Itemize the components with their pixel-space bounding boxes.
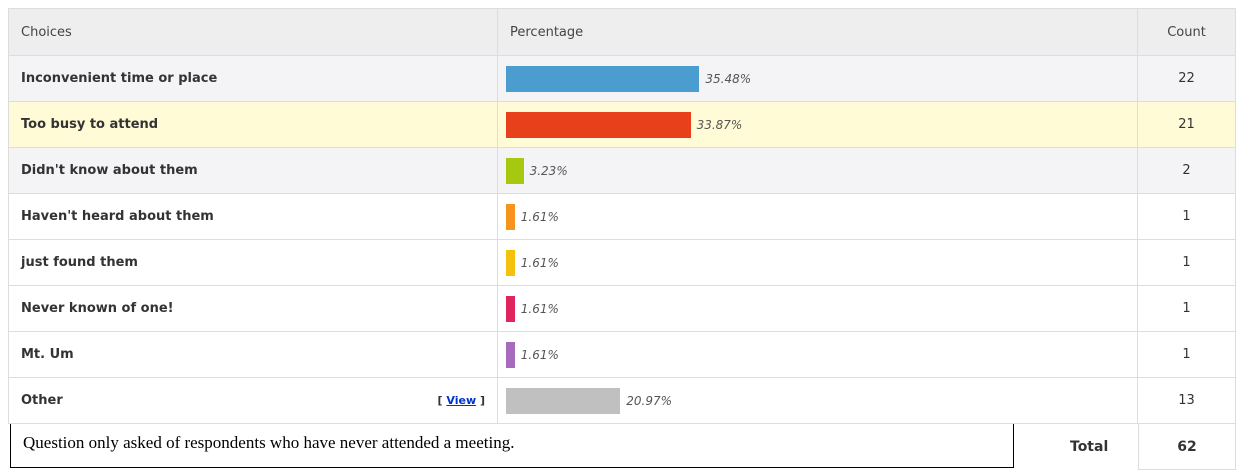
choice-label: Didn't know about them [21, 163, 198, 178]
percentage-label: 35.48% [705, 72, 752, 86]
total-label: Total [1070, 439, 1109, 455]
percentage-label: 33.87% [696, 118, 743, 132]
view-link-wrap: [ View ] [438, 394, 485, 407]
bar [506, 66, 700, 92]
percentage-cell [498, 240, 1138, 286]
choice-label: Never known of one! [21, 301, 174, 316]
percentage-label: 1.61% [520, 256, 559, 270]
choice-cell: Mt. Um [8, 332, 498, 378]
choice-label: just found them [21, 255, 138, 270]
bar [506, 250, 515, 276]
percentage-cell [498, 286, 1138, 332]
bar [506, 112, 691, 138]
percentage-label: 1.61% [520, 302, 559, 316]
column-header: Choices [8, 8, 498, 56]
bar [506, 204, 515, 230]
choice-label: Other [21, 393, 63, 408]
choice-cell: just found them [8, 240, 498, 286]
percentage-cell [498, 148, 1138, 194]
percentage-label: 1.61% [520, 348, 559, 362]
percentage-label: 3.23% [529, 164, 568, 178]
bar [506, 296, 515, 322]
total-count: 62 [1138, 424, 1236, 470]
bar [506, 158, 524, 184]
choice-cell: Inconvenient time or place [8, 56, 498, 102]
note: Question only asked of respondents who h… [10, 418, 1014, 468]
choice-label: Mt. Um [21, 347, 74, 362]
view-link[interactable]: View [446, 394, 477, 407]
count-cell: 1 [1138, 332, 1236, 378]
bracket: ] [479, 394, 485, 407]
percentage-label: 1.61% [520, 210, 559, 224]
choice-cell: Didn't know about them [8, 148, 498, 194]
count-cell: 13 [1138, 378, 1236, 424]
choice-label: Inconvenient time or place [21, 71, 218, 86]
bar [506, 342, 515, 368]
column-header: Count [1138, 8, 1236, 56]
percentage-label: 20.97% [626, 394, 673, 408]
percentage-cell [498, 332, 1138, 378]
percentage-cell [498, 194, 1138, 240]
count-cell: 22 [1138, 56, 1236, 102]
count-cell: 21 [1138, 102, 1236, 148]
choice-label: Too busy to attend [21, 117, 159, 132]
count-cell: 1 [1138, 240, 1236, 286]
choice-cell: Too busy to attend [8, 102, 498, 148]
bar [506, 388, 621, 414]
choice-cell: Never known of one! [8, 286, 498, 332]
bracket: [ [437, 394, 443, 407]
choice-cell: Haven't heard about them [8, 194, 498, 240]
choice-label: Haven't heard about them [21, 209, 214, 224]
column-header: Percentage [498, 8, 1138, 56]
choice-cell: Other [ View ] [8, 378, 498, 424]
count-cell: 1 [1138, 194, 1236, 240]
count-cell: 1 [1138, 286, 1236, 332]
count-cell: 2 [1138, 148, 1236, 194]
